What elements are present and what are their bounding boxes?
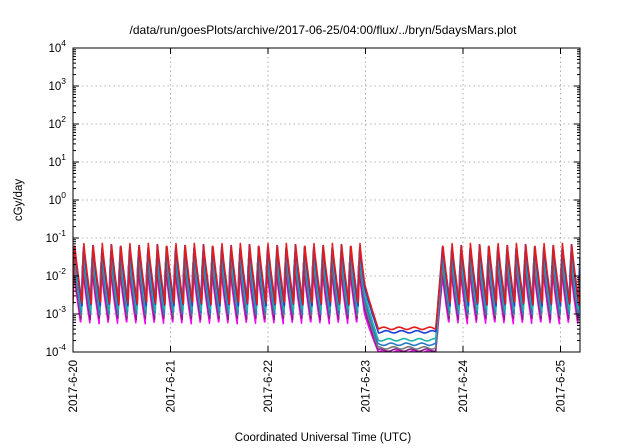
x-tick-label: 2017-6-25 — [556, 360, 568, 412]
y-tick-labels: 10-4 10-3 10-2 10-1 100 101 102 103 104 — [46, 38, 67, 359]
y-tick-label: 104 — [48, 38, 66, 55]
y-tick-label: 10-1 — [46, 228, 67, 245]
x-tick-label: 2017-6-24 — [458, 359, 470, 412]
x-tick-label: 2017-6-22 — [263, 360, 275, 412]
plot-area — [73, 242, 580, 352]
x-axis-label: Coordinated Universal Time (UTC) — [235, 432, 412, 444]
chart-title: /data/run/goesPlots/archive/2017-06-25/0… — [130, 23, 518, 37]
y-tick-label: 10-4 — [46, 342, 67, 359]
axis-ticks — [72, 47, 580, 353]
y-tick-label: 102 — [48, 114, 66, 131]
x-tick-labels: 2017-6-20 2017-6-21 2017-6-22 2017-6-23 2017… — [68, 359, 568, 412]
series-line — [73, 242, 580, 331]
y-tick-label: 103 — [48, 76, 66, 93]
y-tick-label: 100 — [48, 190, 66, 207]
y-tick-label: 10-2 — [46, 266, 67, 283]
x-tick-label: 2017-6-23 — [361, 360, 373, 412]
y-tick-label: 10-3 — [46, 304, 67, 321]
y-axis-label: cGy/day — [13, 179, 25, 221]
x-tick-label: 2017-6-21 — [166, 360, 178, 412]
y-tick-label: 101 — [48, 152, 66, 169]
x-tick-label: 2017-6-20 — [68, 360, 80, 412]
